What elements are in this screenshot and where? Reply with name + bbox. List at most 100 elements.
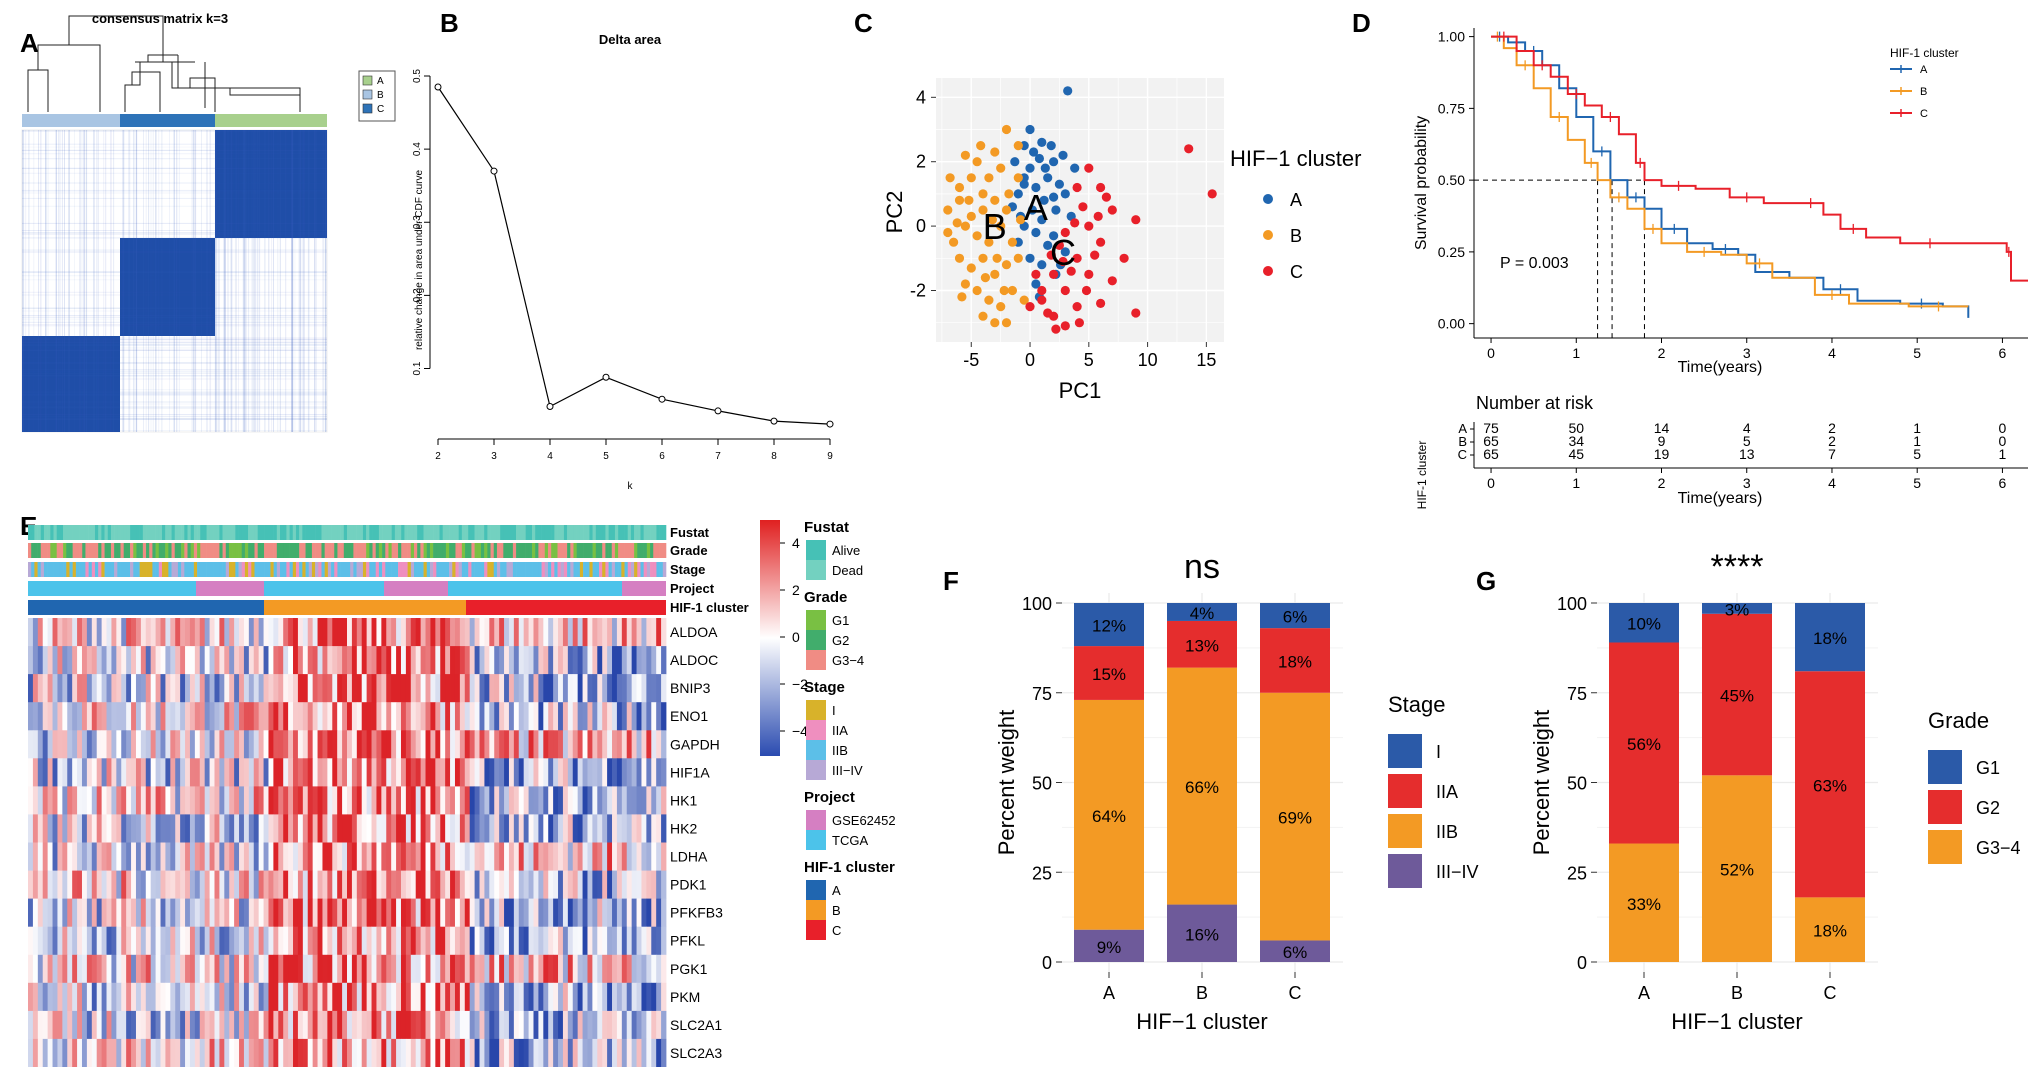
scatter-point-B	[966, 263, 976, 273]
heatmap-cell	[400, 702, 407, 731]
heatmap-cell	[86, 898, 93, 928]
annotation-cell	[337, 525, 341, 540]
heatmap-cell	[597, 1038, 603, 1067]
heatmap-cell	[415, 926, 422, 956]
heatmap-cell	[111, 1038, 117, 1067]
heatmap-cell	[459, 786, 466, 815]
heatmap-cell	[72, 786, 78, 815]
x-tick-label: 4	[1828, 345, 1836, 361]
annotation-cell	[244, 543, 249, 558]
x-axis-label: PC1	[1059, 378, 1102, 403]
heatmap-cell	[651, 814, 657, 843]
heatmap-cell	[121, 646, 127, 675]
annotation-cell	[56, 525, 61, 540]
heatmap-cell	[199, 1038, 206, 1067]
heatmap-cell	[415, 702, 422, 731]
legend-swatch	[806, 740, 826, 760]
heatmap-cell	[435, 786, 441, 815]
heatmap-cell	[77, 926, 83, 956]
heatmap-cell	[538, 730, 544, 759]
heatmap-cell	[410, 702, 417, 731]
panel-label-C: C	[854, 8, 873, 38]
bar-segment-B	[1702, 775, 1772, 962]
risk-count: 65	[1483, 433, 1499, 449]
heatmap-cell	[337, 618, 343, 647]
heatmap-cell	[430, 842, 436, 871]
heatmap-cell	[204, 1038, 210, 1067]
heatmap-cell	[626, 758, 633, 787]
heatmap-cell	[194, 758, 201, 787]
matrix-stripe	[242, 130, 244, 432]
matrix-stripe	[22, 356, 327, 358]
heatmap-cell	[538, 786, 544, 815]
scatter-point-C	[1096, 298, 1106, 308]
heatmap-cell	[327, 786, 333, 815]
bar-label: 4%	[1190, 604, 1215, 623]
annotation-cell	[216, 543, 220, 558]
matrix-stripe	[128, 130, 130, 432]
heatmap-cell	[273, 1038, 279, 1067]
heatmap-cell	[121, 954, 127, 984]
annotation-cell	[184, 525, 188, 540]
heatmap-cell	[234, 814, 240, 843]
heatmap-cell	[52, 814, 58, 843]
heatmap-cell	[302, 674, 309, 703]
annotation-cell	[630, 543, 635, 558]
annotation-cell	[40, 562, 45, 577]
annotation-cell	[557, 525, 562, 540]
annotation-cell	[289, 543, 294, 558]
heatmap-cell	[489, 982, 495, 1012]
heatmap-cell	[258, 926, 264, 956]
annotation-cell	[63, 562, 67, 577]
heatmap-cell	[592, 954, 598, 984]
heatmap-cell	[489, 842, 495, 871]
matrix-stripe	[129, 130, 131, 432]
annotation-cell	[321, 525, 325, 540]
annotation-cell	[436, 525, 440, 540]
heatmap-cell	[131, 758, 137, 787]
heatmap-cell	[607, 758, 613, 787]
annotation-cell	[292, 562, 297, 577]
heatmap-cell	[126, 702, 132, 731]
bar-label: 66%	[1185, 778, 1219, 797]
heatmap-cell	[297, 1010, 304, 1040]
heatmap-cell	[631, 814, 637, 843]
heatmap-cell	[621, 842, 628, 871]
heatmap-cell	[209, 954, 215, 984]
heatmap-cell	[533, 814, 539, 843]
scatter-point-C	[1060, 321, 1070, 331]
heatmap-cell	[616, 1010, 623, 1040]
heatmap-cell	[302, 646, 309, 675]
annotation-cell	[445, 543, 450, 558]
heatmap-cell	[616, 982, 623, 1012]
x-tick-label: -5	[963, 350, 979, 370]
risk-x-tick-label: 5	[1913, 475, 1921, 491]
heatmap-cell	[558, 730, 564, 759]
annotation-cell	[107, 525, 112, 540]
annotation-cell	[621, 525, 625, 540]
scatter-point-B	[1001, 205, 1012, 215]
heatmap-cell	[194, 814, 201, 843]
heatmap-cell	[229, 646, 235, 675]
heatmap-cell	[332, 730, 338, 759]
heatmap-cell	[597, 702, 603, 731]
heatmap-cell	[400, 814, 407, 843]
y-tick-label: 0	[1042, 953, 1052, 973]
heatmap-cell	[42, 674, 49, 703]
annotation-cell	[570, 543, 574, 558]
heatmap-cell	[366, 926, 372, 956]
annotation-cell	[471, 525, 475, 540]
risk-count: 2	[1828, 433, 1836, 449]
heatmap-cell	[405, 758, 412, 787]
heatmap-cell	[185, 1038, 191, 1067]
annotation-grade	[28, 543, 667, 558]
heatmap-cell	[214, 702, 220, 731]
heatmap-cell	[400, 786, 407, 815]
heatmap-cell	[337, 730, 343, 759]
annotation-cell	[614, 562, 619, 577]
heatmap-cell	[607, 786, 613, 815]
matrix-stripe	[22, 172, 327, 174]
annotation-cell	[267, 543, 271, 558]
heatmap-cell	[499, 758, 505, 787]
heatmap-cell	[513, 870, 520, 900]
